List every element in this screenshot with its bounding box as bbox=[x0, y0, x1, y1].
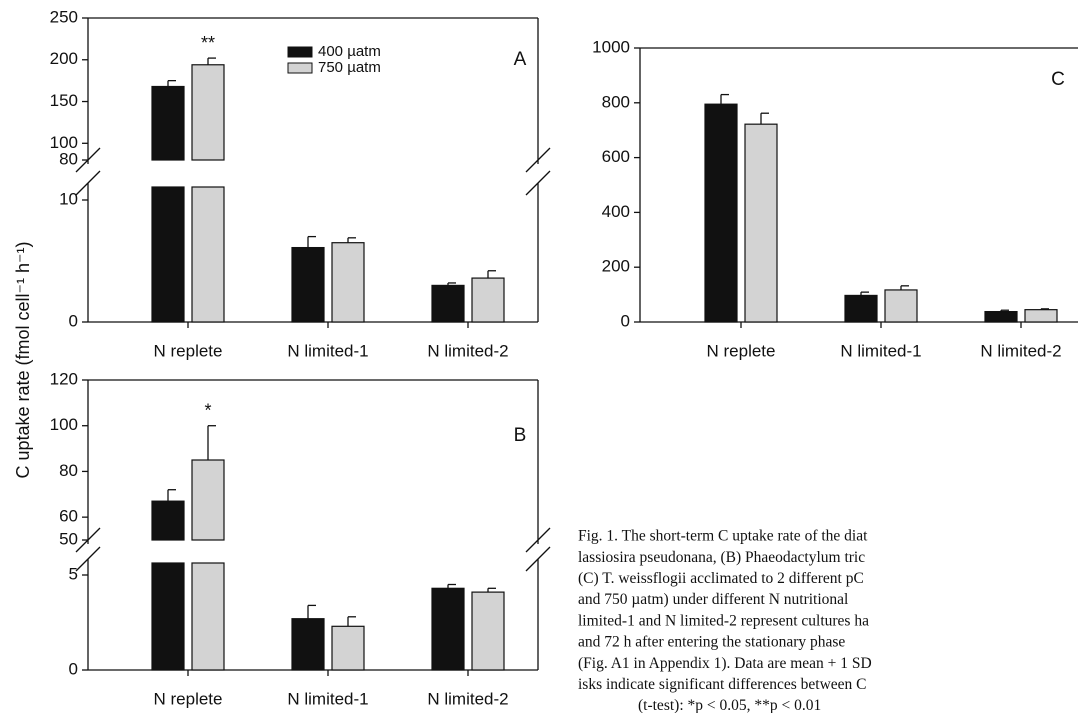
axis-break bbox=[525, 147, 551, 173]
caption-line: (Fig. A1 in Appendix 1). Data are mean +… bbox=[578, 655, 872, 672]
x-tick-label: N limited-2 bbox=[427, 341, 508, 360]
bar bbox=[151, 186, 185, 323]
bar bbox=[191, 64, 225, 161]
bar bbox=[844, 294, 878, 323]
x-tick-label: N limited-2 bbox=[427, 689, 508, 708]
legend-swatch bbox=[287, 62, 313, 74]
x-tick-label: N limited-1 bbox=[287, 689, 368, 708]
caption-line: lassiosira pseudonana, (B) Phaeodactylum… bbox=[578, 549, 865, 566]
panel-label: B bbox=[514, 425, 527, 446]
y-tick-label: 0 bbox=[69, 311, 78, 330]
axis-break bbox=[525, 527, 551, 553]
y-tick-label: 120 bbox=[50, 369, 78, 388]
y-tick-label: 150 bbox=[50, 91, 78, 110]
y-tick-label: 1000 bbox=[592, 37, 630, 56]
bar bbox=[704, 103, 738, 323]
axis-break bbox=[75, 546, 101, 572]
y-axis-label: C uptake rate (fmol cell⁻¹ h⁻¹) bbox=[13, 241, 33, 478]
bar bbox=[431, 284, 465, 323]
caption-line: (t-test): *p < 0.05, **p < 0.01 bbox=[638, 697, 821, 713]
bar bbox=[471, 277, 505, 323]
bar bbox=[1024, 309, 1058, 323]
bar bbox=[291, 246, 325, 323]
y-tick-label: 800 bbox=[602, 92, 630, 111]
significance-label: ** bbox=[201, 33, 215, 53]
x-tick-label: N replete bbox=[154, 341, 223, 360]
bar bbox=[151, 562, 185, 671]
y-tick-label: 5 bbox=[69, 564, 78, 583]
bar bbox=[191, 459, 225, 541]
x-tick-label: N limited-2 bbox=[980, 341, 1061, 360]
bar bbox=[291, 618, 325, 671]
x-tick-label: N limited-1 bbox=[287, 341, 368, 360]
bar bbox=[884, 289, 918, 323]
y-tick-label: 10 bbox=[59, 189, 78, 208]
y-tick-label: 200 bbox=[50, 49, 78, 68]
caption-line: and 750 µatm) under different N nutritio… bbox=[578, 591, 848, 608]
bar bbox=[151, 85, 185, 161]
caption-line: Fig. 1. The short-term C uptake rate of … bbox=[578, 528, 868, 545]
bar bbox=[191, 562, 225, 671]
axis-break bbox=[75, 170, 101, 196]
y-tick-label: 100 bbox=[50, 133, 78, 152]
x-tick-label: N replete bbox=[707, 341, 776, 360]
bar bbox=[331, 242, 365, 323]
caption-line: isks indicate significant differences be… bbox=[578, 676, 867, 693]
y-tick-label: 400 bbox=[602, 202, 630, 221]
panel-label: A bbox=[514, 49, 527, 70]
significance-label: * bbox=[204, 400, 211, 420]
bar bbox=[984, 310, 1018, 323]
y-tick-label: 200 bbox=[602, 257, 630, 276]
y-tick-label: 60 bbox=[59, 507, 78, 526]
bar bbox=[744, 123, 778, 323]
bar bbox=[331, 625, 365, 671]
bar bbox=[431, 587, 465, 671]
caption-line: (C) T. weissflogii acclimated to 2 diffe… bbox=[578, 570, 864, 587]
y-tick-label: 0 bbox=[69, 659, 78, 678]
caption-line: and 72 h after entering the stationary p… bbox=[578, 634, 845, 651]
caption-line: limited-1 and N limited-2 represent cult… bbox=[578, 612, 869, 629]
y-tick-label: 50 bbox=[59, 529, 78, 548]
legend-label: 750 µatm bbox=[318, 59, 381, 76]
x-tick-label: N limited-1 bbox=[840, 341, 921, 360]
y-tick-label: 600 bbox=[602, 147, 630, 166]
y-tick-label: 250 bbox=[50, 7, 78, 26]
bar bbox=[151, 500, 185, 541]
x-tick-label: N replete bbox=[154, 689, 223, 708]
legend-swatch bbox=[287, 46, 313, 58]
axis-break bbox=[525, 170, 551, 196]
y-tick-label: 80 bbox=[59, 461, 78, 480]
bar bbox=[191, 186, 225, 323]
legend-label: 400 µatm bbox=[318, 43, 381, 60]
axis-break bbox=[525, 546, 551, 572]
y-tick-label: 80 bbox=[59, 149, 78, 168]
bar bbox=[471, 591, 505, 671]
panel-label: C bbox=[1051, 69, 1065, 90]
y-tick-label: 0 bbox=[621, 311, 630, 330]
y-tick-label: 100 bbox=[50, 415, 78, 434]
